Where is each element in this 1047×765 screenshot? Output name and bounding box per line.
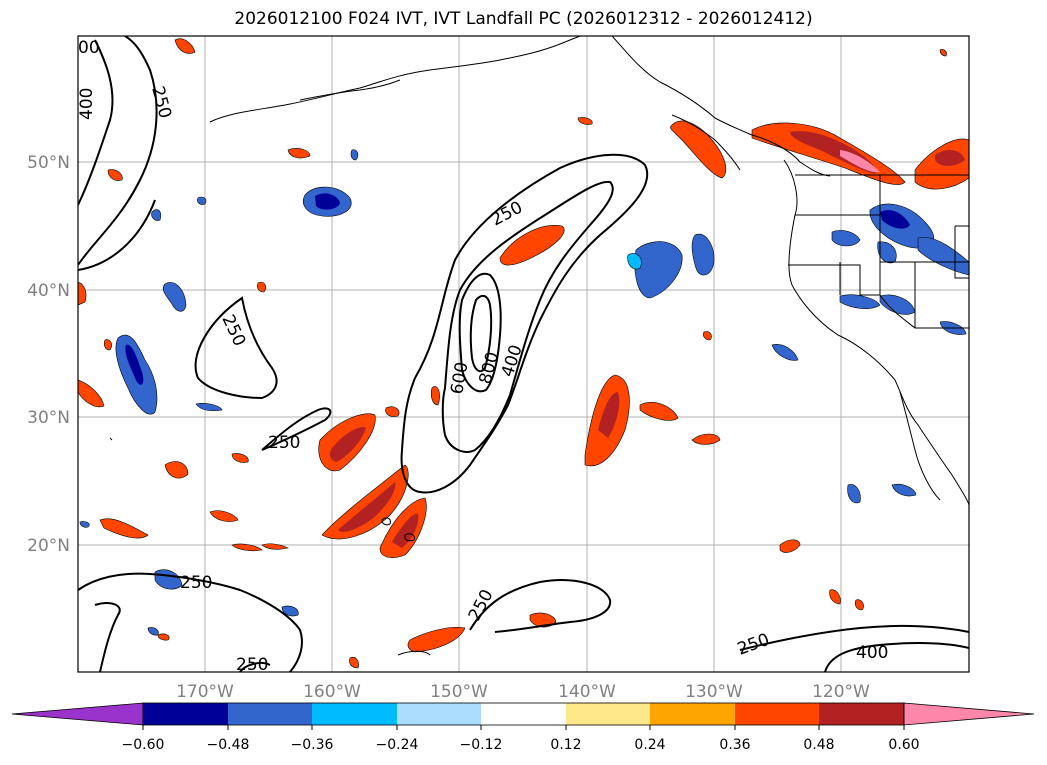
lat-label: 30°N: [27, 408, 70, 428]
colorbar-tick-label: 0.48: [803, 737, 834, 753]
latitude-labels: 50°N 40°N 30°N 20°N: [27, 153, 70, 556]
colorbar-swatch: [650, 703, 735, 725]
colorbar-tick-label: 0.36: [719, 737, 750, 753]
colorbar-swatch: [397, 703, 481, 725]
colorbar-tick-label: −0.48: [207, 737, 250, 753]
longitude-labels: 170°W 160°W 150°W 140°W 130°W 120°W: [176, 682, 870, 702]
contour-label: 400: [77, 88, 97, 120]
contour-label: 400: [856, 643, 888, 663]
map-title: 2026012100 F024 IVT, IVT Landfall PC (20…: [234, 9, 813, 29]
positive-pc-areas: [78, 38, 969, 669]
colorbar-extend-low: [11, 702, 144, 726]
colorbar-extend-high: [903, 702, 1035, 726]
colorbar-swatch: [312, 703, 397, 725]
lat-label: 50°N: [27, 153, 70, 173]
negative-pc-areas: [79, 149, 969, 636]
lon-label: 140°W: [558, 682, 616, 702]
lon-label: 120°W: [812, 682, 870, 702]
lat-label: 20°N: [27, 536, 70, 556]
lon-label: 160°W: [303, 682, 361, 702]
colorbar-tick-label: 0.12: [550, 737, 581, 753]
colorbar-swatch: [481, 703, 566, 725]
colorbar-swatch: [228, 703, 312, 725]
coastlines: [109, 36, 969, 656]
lon-label: 150°W: [430, 682, 488, 702]
colorbar-swatch: [566, 703, 650, 725]
colorbar: −0.60 −0.48 −0.36 −0.24 −0.12 0.12 0.24 …: [11, 702, 1035, 753]
colorbar-tick-label: 0.24: [634, 737, 665, 753]
gridlines: [78, 36, 969, 672]
ivt-contours: [78, 36, 969, 672]
colorbar-swatch: [819, 703, 904, 725]
colorbar-outline: [142, 702, 905, 726]
contour-label: 250: [268, 433, 300, 453]
contour-label: 00: [78, 38, 100, 58]
lon-label: 130°W: [685, 682, 743, 702]
colorbar-tick-label: −0.12: [460, 737, 503, 753]
colorbar-tick-label: −0.60: [122, 737, 165, 753]
contour-label: 250: [180, 573, 212, 593]
lat-label: 40°N: [27, 281, 70, 301]
contour-label: 250: [236, 655, 268, 675]
colorbar-tick-label: 0.60: [888, 737, 919, 753]
lon-label: 170°W: [176, 682, 234, 702]
colorbar-tick-label: −0.36: [291, 737, 334, 753]
colorbar-swatch: [735, 703, 819, 725]
colorbar-swatch: [143, 703, 228, 725]
map-frame: [77, 35, 970, 673]
colorbar-tick-label: −0.24: [376, 737, 419, 753]
